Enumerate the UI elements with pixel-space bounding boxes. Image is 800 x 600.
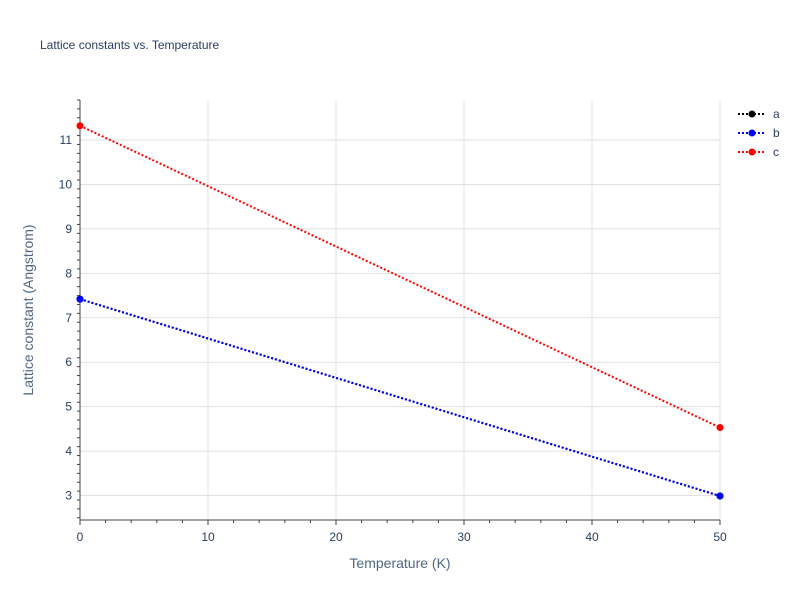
chart-title: Lattice constants vs. Temperature bbox=[40, 38, 220, 52]
y-axis-title: Lattice constant (Angstrom) bbox=[20, 224, 36, 395]
y-tick-label: 10 bbox=[59, 177, 73, 191]
legend-marker-b bbox=[748, 129, 756, 137]
x-tick-label: 30 bbox=[457, 530, 471, 544]
y-tick-label: 6 bbox=[65, 355, 72, 369]
y-tick-label: 3 bbox=[65, 489, 72, 503]
data-point-b bbox=[716, 492, 724, 500]
data-point-c bbox=[716, 424, 724, 432]
y-tick-label: 5 bbox=[65, 400, 72, 414]
x-tick-label: 0 bbox=[77, 530, 84, 544]
series-line-c bbox=[79, 124, 721, 429]
series-layer bbox=[76, 122, 724, 500]
y-tick-label: 7 bbox=[65, 311, 72, 325]
y-tick-label: 4 bbox=[65, 444, 72, 458]
data-point-c bbox=[76, 122, 84, 130]
legend-label-b: b bbox=[773, 126, 780, 140]
legend-label-c: c bbox=[773, 145, 779, 159]
x-tick-label: 10 bbox=[201, 530, 215, 544]
x-axis-title: Temperature (K) bbox=[349, 555, 450, 571]
x-tick-label: 50 bbox=[713, 530, 727, 544]
y-tick-label: 9 bbox=[65, 222, 72, 236]
grid-layer bbox=[80, 100, 721, 520]
y-tick-label: 11 bbox=[60, 133, 73, 147]
axis-layer bbox=[77, 99, 721, 525]
legend: abc bbox=[738, 107, 780, 159]
y-tick-label: 8 bbox=[65, 266, 72, 280]
data-point-b bbox=[76, 295, 84, 303]
legend-marker-a bbox=[748, 110, 756, 118]
x-tick-label: 20 bbox=[329, 530, 343, 544]
legend-label-a: a bbox=[773, 107, 780, 121]
x-tick-label: 40 bbox=[585, 530, 599, 544]
label-layer: 0 10 20 30 40 50 3 4 5 6 7 8 9 10 11 bbox=[59, 133, 727, 544]
series-line-b bbox=[79, 298, 721, 497]
legend-marker-c bbox=[748, 148, 756, 156]
